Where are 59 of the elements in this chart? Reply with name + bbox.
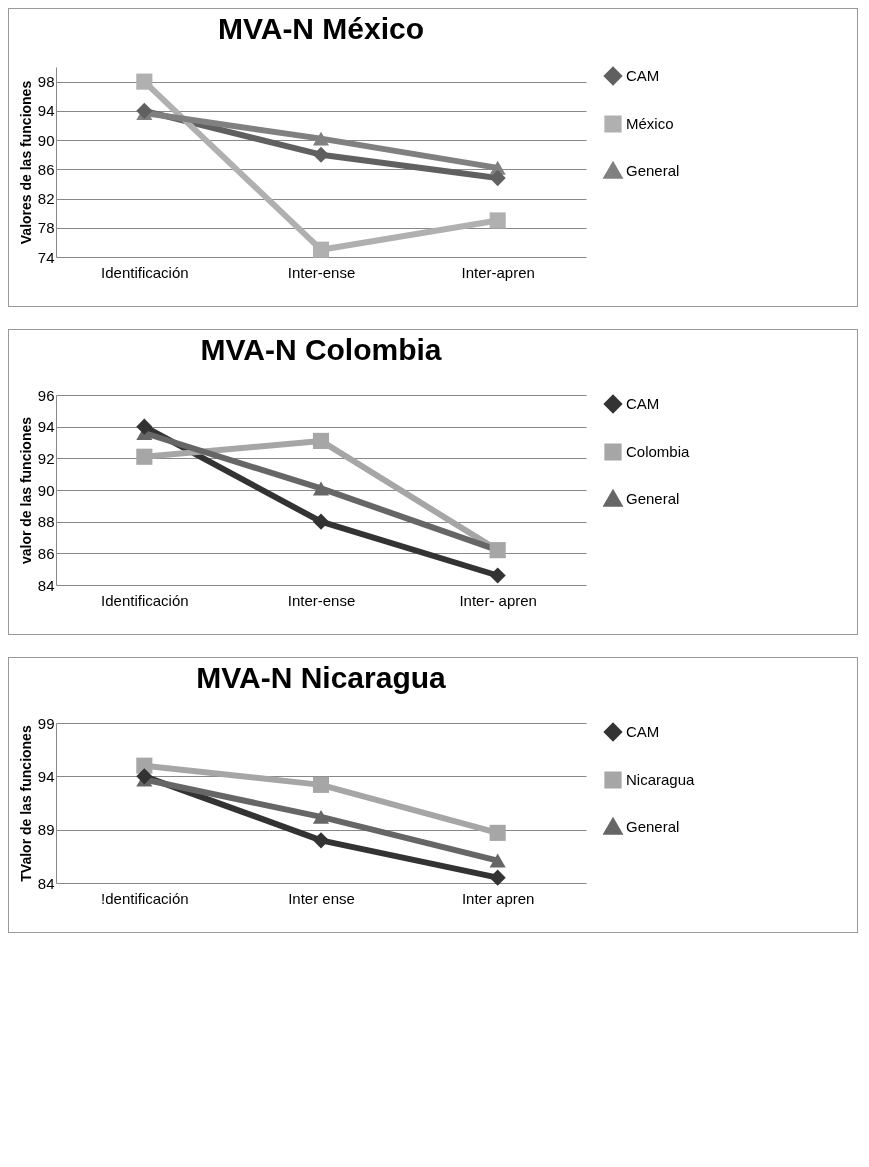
point xyxy=(136,102,153,119)
y-tick-label: 90 xyxy=(37,131,55,149)
legend-label: General xyxy=(626,818,680,835)
y-tick-label: 86 xyxy=(37,544,55,562)
point xyxy=(489,824,506,841)
y-tick-label: 90 xyxy=(37,481,55,499)
y-tick-label: 84 xyxy=(37,576,55,594)
y-axis-title: TValor de las funciones xyxy=(17,725,34,882)
y-tick-label: 94 xyxy=(37,102,55,120)
x-tick-label: Identificación xyxy=(101,591,189,609)
x-tick-label: Identificación xyxy=(101,263,189,281)
x-tick-label: Inter apren xyxy=(461,889,535,907)
x-tick-label: Inter-ense xyxy=(287,263,356,281)
x-tick-label: Inter-apren xyxy=(461,263,535,281)
y-tick-label: 84 xyxy=(37,874,55,892)
y-tick-label: 74 xyxy=(37,248,55,266)
point xyxy=(136,768,153,785)
point xyxy=(489,170,506,187)
point xyxy=(489,869,506,886)
point xyxy=(312,241,330,258)
y-axis-title: Valores de las funciones xyxy=(17,80,34,245)
legend-label: General xyxy=(626,162,680,179)
x-tick-label: Inter-ense xyxy=(287,591,356,609)
point xyxy=(136,73,153,90)
chart-title: MVA-N Nicaragua xyxy=(196,661,447,694)
y-tick-label: 88 xyxy=(37,513,55,531)
y-tick-label: 98 xyxy=(37,73,55,91)
point xyxy=(489,853,506,868)
y-tick-label: 82 xyxy=(37,190,55,208)
point xyxy=(312,513,330,530)
chart-title: MVA-N México xyxy=(217,12,425,45)
point xyxy=(312,432,330,449)
y-tick-label: 94 xyxy=(37,418,55,436)
y-axis-title: valor de las funciones xyxy=(17,416,34,565)
point xyxy=(312,832,330,849)
y-tick-label: 96 xyxy=(37,386,55,404)
point xyxy=(489,212,506,229)
y-tick-label: 86 xyxy=(37,160,55,178)
y-tick-label: 78 xyxy=(37,219,55,237)
y-tick-label: 89 xyxy=(37,821,55,839)
legend-label: México xyxy=(626,115,674,132)
chart-title: MVA-N Colombia xyxy=(200,333,442,366)
point xyxy=(312,809,330,824)
point xyxy=(312,776,330,793)
legend-label: CAM xyxy=(626,395,660,412)
y-tick-label: 99 xyxy=(37,714,55,732)
x-tick-label: Inter- apren xyxy=(459,591,537,609)
x-tick-label: Inter ense xyxy=(288,889,355,907)
legend-label: CAM xyxy=(626,723,660,740)
legend-label: Nicaragua xyxy=(626,771,696,788)
legend-label: General xyxy=(626,490,680,507)
point xyxy=(312,131,330,146)
point xyxy=(136,448,153,465)
legend-label: Colombia xyxy=(626,443,691,460)
legend-label: CAM xyxy=(626,67,660,84)
point xyxy=(489,567,506,584)
y-tick-label: 92 xyxy=(37,449,55,467)
y-tick-label: 94 xyxy=(37,767,55,785)
x-tick-label: !dentificación xyxy=(101,889,189,907)
